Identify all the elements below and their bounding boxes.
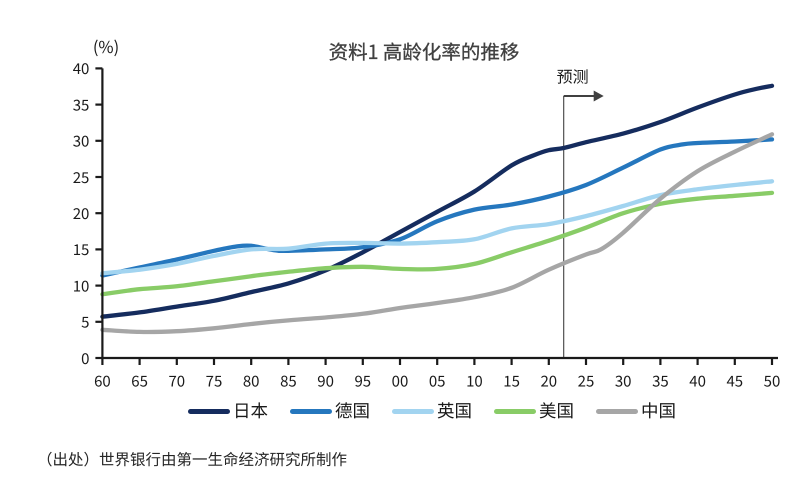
x-tick-label: 65 [131, 371, 148, 392]
series-line-0 [100, 83, 775, 319]
x-tick-label: 05 [429, 371, 446, 392]
x-tick-label: 20 [540, 371, 557, 392]
series-line-1 [100, 137, 775, 278]
x-tick-label: 60 [94, 371, 111, 392]
legend-item-0: 日本 [188, 398, 268, 423]
x-tick-label: 10 [466, 371, 483, 392]
series-line-3 [100, 190, 775, 297]
legend-item-2: 英国 [392, 398, 472, 423]
chart-legend: 日本 德国 英国 美国 中国 [188, 398, 676, 423]
legend-label-4: 中国 [641, 398, 676, 423]
x-tick-label: 50 [764, 371, 781, 392]
y-axis-unit-label: (%) [93, 34, 119, 58]
legend-swatch-2 [392, 408, 434, 414]
y-tick-label: 5 [81, 312, 89, 333]
legend-item-4: 中国 [596, 398, 676, 423]
series-line-4 [100, 132, 775, 335]
legend-label-3: 美国 [539, 398, 574, 423]
x-tick-label: 30 [615, 371, 632, 392]
legend-label-2: 英国 [437, 398, 472, 423]
y-tick-label: 15 [73, 239, 90, 260]
source-note: （出处）世界银行由第一生命经济研究所制作 [37, 447, 348, 470]
y-tick-label: 20 [73, 203, 90, 224]
x-tick-label: 80 [243, 371, 260, 392]
x-tick-label: 40 [689, 371, 706, 392]
forecast-arrow-head [593, 90, 604, 102]
y-tick-label: 30 [73, 131, 90, 152]
x-tick-label: 85 [280, 371, 297, 392]
legend-item-1: 德国 [290, 398, 370, 423]
legend-swatch-1 [290, 408, 332, 414]
forecast-label: 预测 [557, 64, 589, 88]
legend-label-1: 德国 [335, 398, 370, 423]
y-tick-label: 25 [73, 167, 90, 188]
x-tick-label: 75 [206, 371, 223, 392]
legend-swatch-3 [494, 408, 536, 414]
y-tick-label: 0 [81, 348, 89, 369]
y-tick-label: 40 [73, 58, 90, 79]
x-tick-label: 00 [392, 371, 409, 392]
legend-label-0: 日本 [233, 398, 268, 423]
x-tick-label: 70 [168, 371, 185, 392]
x-tick-label: 45 [726, 371, 743, 392]
series-line-2 [100, 179, 775, 276]
x-tick-label: 25 [578, 371, 595, 392]
chart-title: 资料1 高龄化率的推移 [328, 36, 520, 65]
x-tick-label: 35 [652, 371, 669, 392]
legend-swatch-4 [596, 408, 638, 414]
y-tick-label: 10 [73, 275, 90, 296]
y-tick-label: 35 [73, 94, 90, 115]
legend-swatch-0 [188, 408, 230, 414]
axes [101, 68, 778, 360]
x-tick-label: 95 [354, 371, 371, 392]
x-tick-label: 90 [317, 371, 334, 392]
legend-item-3: 美国 [494, 398, 574, 423]
x-tick-label: 15 [503, 371, 520, 392]
